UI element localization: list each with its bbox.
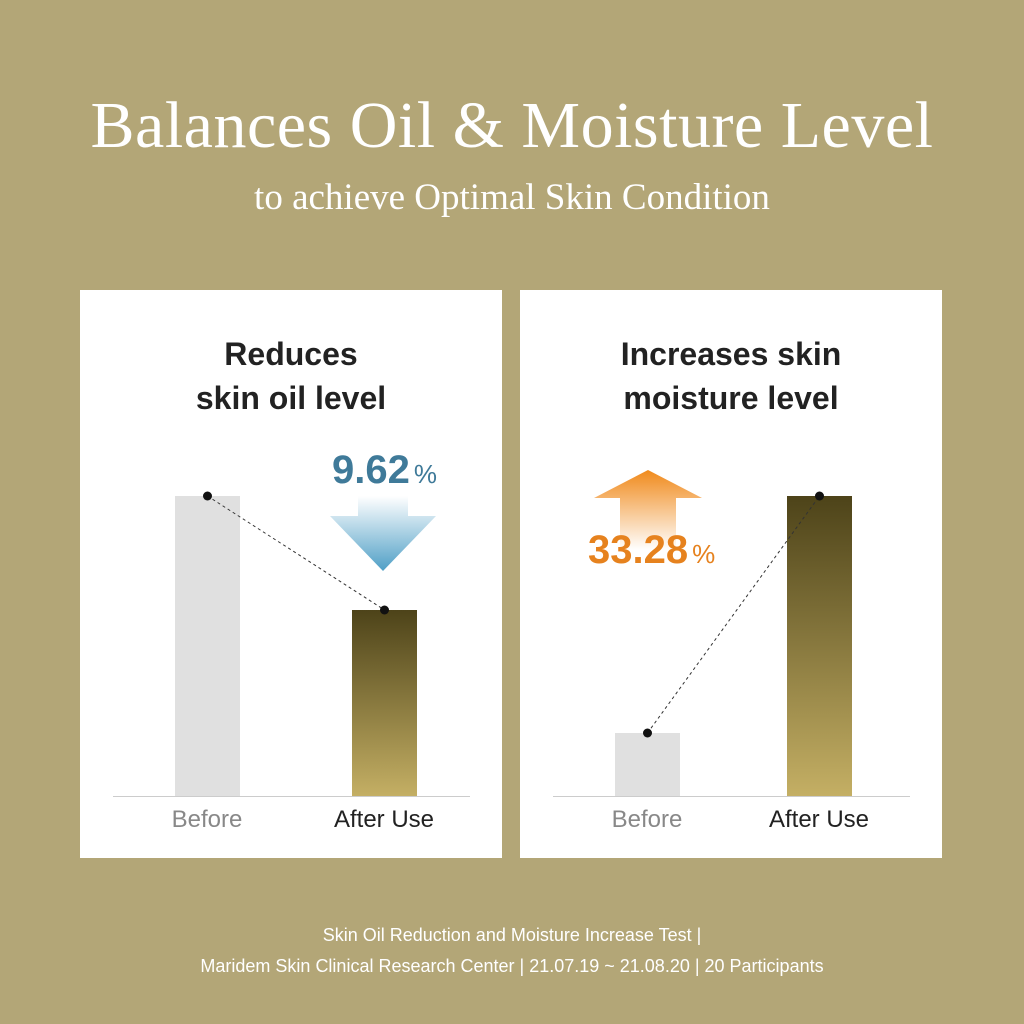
- moisture-chart-panel: Increases skin moisture level Before Afte…: [520, 290, 942, 858]
- baseline: [113, 796, 470, 797]
- title-line: Reduces: [224, 336, 358, 372]
- title-line: moisture level: [623, 380, 839, 416]
- page-subtitle: to achieve Optimal Skin Condition: [254, 177, 770, 218]
- data-point: [380, 605, 389, 615]
- oil-chart-title: Reduces skin oil level: [80, 332, 502, 420]
- footer-note: Skin Oil Reduction and Moisture Increase…: [0, 920, 1024, 982]
- page-title: Balances Oil & Moisture Level: [90, 89, 934, 162]
- change-label: 33.28%: [588, 528, 715, 573]
- bar-before: [615, 733, 680, 796]
- x-label-before: Before: [171, 806, 243, 833]
- change-label: 9.62%: [332, 448, 437, 493]
- x-label-before: Before: [611, 806, 683, 833]
- data-point: [643, 728, 652, 738]
- footer-line: Maridem Skin Clinical Research Center | …: [200, 956, 824, 976]
- footer-line: Skin Oil Reduction and Moisture Increase…: [322, 925, 702, 945]
- title-line: skin oil level: [195, 380, 387, 416]
- connector: [203, 491, 389, 615]
- x-label-after: After Use: [333, 806, 435, 833]
- bar-after: [352, 610, 417, 796]
- data-point: [203, 491, 212, 501]
- arrow-up-icon: [594, 470, 702, 550]
- change-unit: %: [692, 539, 716, 569]
- title-line: Increases skin: [620, 336, 842, 372]
- arrow-down-icon: [330, 496, 436, 571]
- bar-before: [175, 496, 240, 796]
- change-value: 33.28: [588, 528, 689, 572]
- data-point: [815, 491, 824, 501]
- connector: [643, 491, 824, 738]
- moisture-chart-title: Increases skin moisture level: [520, 332, 942, 420]
- connector-line: [647, 495, 820, 734]
- oil-chart-panel: Reduces skin oil level Before After Use 9…: [80, 290, 502, 858]
- change-unit: %: [413, 459, 437, 489]
- baseline: [553, 796, 910, 797]
- connector-line: [207, 495, 385, 611]
- bar-after: [787, 496, 852, 796]
- x-label-after: After Use: [768, 806, 870, 833]
- change-value: 9.62: [332, 448, 410, 492]
